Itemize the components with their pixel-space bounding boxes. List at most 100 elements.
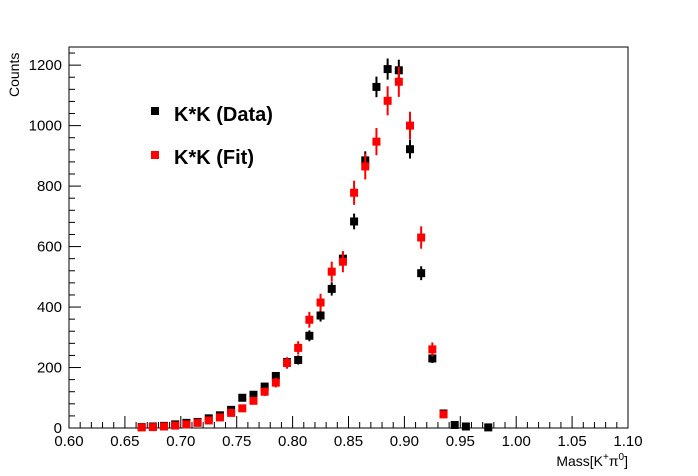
point-marker bbox=[417, 233, 426, 242]
data-point bbox=[405, 111, 414, 140]
x-tick-label: 0.90 bbox=[390, 433, 419, 450]
series-layer bbox=[137, 58, 493, 432]
x-tick-label: 0.70 bbox=[166, 433, 195, 450]
point-marker bbox=[305, 331, 314, 340]
point-marker bbox=[182, 420, 191, 429]
point-marker bbox=[439, 410, 448, 419]
x-tick-label: 0.60 bbox=[54, 433, 83, 450]
y-axis: 0 200 400 600 800 1000 1200 bbox=[29, 52, 81, 437]
data-point bbox=[283, 357, 292, 369]
point-marker bbox=[193, 418, 202, 427]
data-point bbox=[484, 423, 493, 432]
point-marker bbox=[171, 421, 180, 430]
data-point bbox=[171, 421, 180, 430]
legend-label-data: K*K (Data) bbox=[174, 104, 273, 126]
point-marker bbox=[294, 343, 303, 352]
data-point bbox=[148, 423, 157, 432]
x-tick-label: 0.80 bbox=[278, 433, 307, 450]
x-tick-label: 1.10 bbox=[613, 433, 642, 450]
point-marker bbox=[405, 121, 414, 130]
x-tick-label: 0.65 bbox=[110, 433, 139, 450]
y-tick-label: 1200 bbox=[29, 57, 62, 74]
legend-label-fit: K*K (Fit) bbox=[174, 147, 254, 169]
x-axis-title-main: Mass[K bbox=[556, 453, 603, 469]
point-marker bbox=[428, 354, 437, 363]
data-point bbox=[417, 266, 426, 281]
data-point bbox=[350, 180, 359, 205]
data-point bbox=[372, 76, 381, 98]
data-point bbox=[238, 404, 247, 413]
point-marker bbox=[361, 162, 370, 171]
point-marker bbox=[316, 298, 325, 307]
point-marker bbox=[350, 188, 359, 197]
point-marker bbox=[338, 257, 347, 266]
point-marker bbox=[249, 390, 258, 399]
point-marker bbox=[204, 416, 213, 425]
point-marker bbox=[394, 77, 403, 86]
data-point bbox=[294, 341, 303, 355]
data-point bbox=[405, 139, 414, 159]
legend-marker-data bbox=[151, 107, 159, 115]
point-marker bbox=[405, 145, 414, 154]
y-axis-title: Counts bbox=[6, 53, 22, 97]
data-point bbox=[383, 58, 392, 80]
data-point bbox=[227, 408, 236, 417]
point-marker bbox=[249, 396, 258, 405]
point-marker bbox=[372, 82, 381, 91]
x-axis-title-mid: π bbox=[609, 453, 619, 469]
point-marker bbox=[271, 371, 280, 380]
data-point bbox=[327, 261, 336, 282]
x-axis-title-sup2: 0 bbox=[619, 452, 625, 463]
data-point bbox=[383, 86, 392, 116]
series-fit bbox=[137, 66, 448, 432]
y-tick-label: 400 bbox=[37, 299, 62, 316]
point-marker bbox=[271, 378, 280, 387]
x-axis-title: Mass[K+π0] bbox=[556, 452, 628, 469]
data-point bbox=[350, 213, 359, 230]
point-marker bbox=[238, 393, 247, 402]
data-point bbox=[316, 309, 325, 322]
data-point bbox=[204, 416, 213, 425]
data-point bbox=[249, 396, 258, 405]
point-marker bbox=[305, 315, 314, 324]
point-marker bbox=[383, 65, 392, 74]
data-point bbox=[338, 251, 347, 273]
data-point bbox=[160, 422, 169, 431]
x-axis-title-sup1: + bbox=[603, 452, 609, 463]
data-point bbox=[182, 420, 191, 429]
point-marker bbox=[148, 423, 157, 432]
point-marker bbox=[238, 404, 247, 413]
point-marker bbox=[327, 267, 336, 276]
point-marker bbox=[461, 422, 470, 431]
point-marker bbox=[137, 423, 146, 432]
data-point bbox=[316, 293, 325, 312]
data-point bbox=[215, 413, 224, 422]
point-marker bbox=[215, 413, 224, 422]
data-point bbox=[394, 66, 403, 97]
y-tick-label: 200 bbox=[37, 360, 62, 377]
y-tick-label: 1000 bbox=[29, 118, 62, 135]
y-tick-label: 0 bbox=[54, 420, 62, 437]
data-point bbox=[417, 226, 426, 249]
data-point bbox=[305, 311, 314, 328]
x-tick-label: 1.05 bbox=[557, 433, 586, 450]
point-marker bbox=[160, 422, 169, 431]
legend: K*K (Data) K*K (Fit) bbox=[151, 104, 273, 169]
data-point bbox=[294, 355, 303, 365]
point-marker bbox=[294, 355, 303, 364]
data-point bbox=[450, 420, 459, 429]
point-marker bbox=[417, 269, 426, 278]
point-marker bbox=[428, 345, 437, 354]
x-axis: 0.60 0.65 0.70 0.75 0.80 0.85 0.90 0.95 1.00 1.05… bbox=[54, 416, 643, 450]
y-tick-label: 600 bbox=[37, 239, 62, 256]
data-point bbox=[327, 282, 336, 296]
point-marker bbox=[283, 358, 292, 367]
point-marker bbox=[350, 217, 359, 226]
data-point bbox=[238, 393, 247, 402]
y-tick-label: 800 bbox=[37, 178, 62, 195]
point-marker bbox=[383, 96, 392, 105]
x-tick-label: 0.85 bbox=[334, 433, 363, 450]
data-point bbox=[271, 377, 280, 388]
point-marker bbox=[450, 420, 459, 429]
